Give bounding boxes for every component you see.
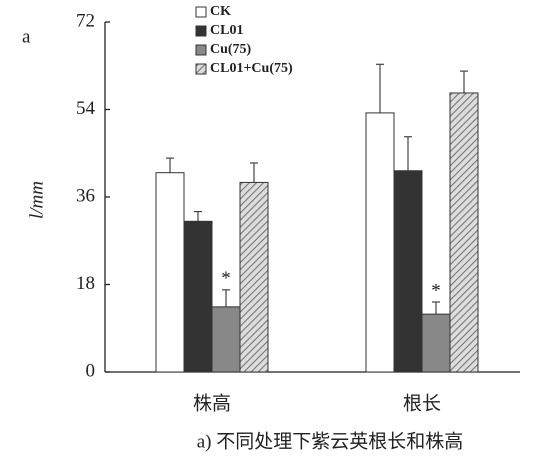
legend-swatch: [195, 25, 207, 37]
y-tick-label: 36: [76, 185, 95, 206]
y-tick-label: 0: [86, 360, 96, 381]
legend-label: CL01+Cu(75): [210, 61, 293, 76]
annotation: *: [431, 280, 441, 301]
bar: [155, 172, 185, 373]
bar: [365, 112, 395, 373]
bar: [393, 170, 423, 373]
legend-swatch: [195, 6, 207, 18]
panel-label: a: [22, 26, 31, 47]
legend-label: Cu(75): [210, 42, 252, 57]
annotation: *: [221, 268, 231, 289]
legend-label: CK: [210, 4, 231, 19]
bar: [421, 313, 451, 373]
legend-swatch: [195, 63, 207, 75]
y-axis-label: l/mm: [26, 181, 47, 219]
x-tick-label: 株高: [193, 392, 231, 414]
y-tick-label: 72: [76, 10, 95, 31]
bar: [211, 306, 241, 373]
bar: [449, 92, 479, 373]
bar: [239, 181, 269, 373]
legend-swatch: [195, 44, 207, 56]
caption: a) 不同处理下紫云英根长和株高: [197, 430, 464, 452]
bar: [183, 220, 213, 373]
legend-label: CL01: [210, 23, 243, 38]
y-tick-label: 18: [76, 273, 95, 294]
y-tick-label: 54: [76, 98, 96, 119]
x-tick-label: 根长: [403, 392, 441, 414]
